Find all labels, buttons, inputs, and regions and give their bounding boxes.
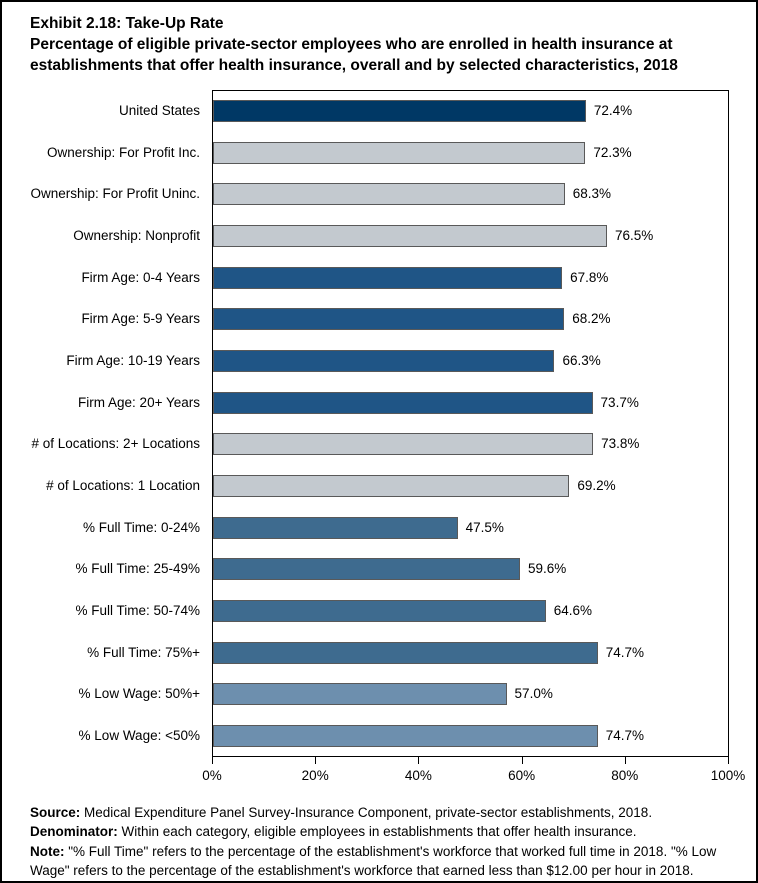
bar bbox=[213, 308, 565, 331]
category-label: % Full Time: 75%+ bbox=[87, 644, 200, 660]
bar bbox=[213, 683, 507, 706]
value-label: 73.7% bbox=[600, 394, 639, 410]
x-axis-tick-label: 20% bbox=[301, 768, 329, 783]
bar bbox=[213, 516, 458, 539]
category-label: Ownership: For Profit Inc. bbox=[46, 144, 200, 160]
bar bbox=[213, 141, 586, 164]
bar bbox=[213, 558, 520, 581]
x-axis-tick bbox=[728, 757, 729, 764]
value-label: 72.4% bbox=[593, 102, 633, 118]
footnotes: Source: Medical Expenditure Panel Survey… bbox=[30, 804, 738, 880]
category-label: Ownership: Nonprofit bbox=[73, 227, 200, 243]
bar-row: # of Locations: 2+ Locations 73.8% bbox=[2, 433, 756, 456]
bar bbox=[213, 224, 607, 247]
bar-row: Firm Age: 0-4 Years 67.8% bbox=[2, 266, 756, 289]
bar bbox=[213, 641, 598, 664]
value-label: 59.6% bbox=[527, 561, 567, 577]
x-axis-tick bbox=[624, 757, 626, 764]
bar-row: Firm Age: 10-19 Years 66.3% bbox=[2, 349, 756, 372]
bar-row: % Full Time: 25-49% 59.6% bbox=[2, 558, 756, 581]
category-label: Ownership: For Profit Uninc. bbox=[30, 186, 200, 202]
bar bbox=[213, 391, 593, 414]
value-label: 69.2% bbox=[577, 478, 616, 494]
category-label: Firm Age: 0-4 Years bbox=[81, 269, 200, 285]
definition-note: Note: "% Full Time" refers to the percen… bbox=[30, 843, 738, 880]
bar bbox=[213, 475, 570, 498]
note-label: Note: bbox=[30, 844, 65, 859]
value-label: 57.0% bbox=[514, 686, 553, 702]
category-label: % Full Time: 50-74% bbox=[75, 603, 200, 619]
x-axis-tick-label: 0% bbox=[202, 768, 222, 783]
category-label: % Full Time: 25-49% bbox=[75, 561, 200, 577]
value-label: 76.5% bbox=[614, 227, 654, 243]
bar bbox=[213, 183, 565, 206]
x-axis-tick bbox=[521, 757, 523, 764]
bar-row: % Full Time: 75%+ 74.7% bbox=[2, 641, 756, 664]
source-text: Medical Expenditure Panel Survey-Insuran… bbox=[80, 805, 653, 820]
note-text: "% Full Time" refers to the percentage o… bbox=[30, 844, 717, 878]
x-axis-tick-label: 60% bbox=[508, 768, 536, 783]
bar bbox=[213, 433, 594, 456]
x-axis-tick-label: 100% bbox=[710, 768, 746, 783]
bar-row: United States 72.4% bbox=[2, 99, 756, 122]
value-label: 72.3% bbox=[593, 144, 632, 160]
bar-row: % Low Wage: 50%+ 57.0% bbox=[2, 683, 756, 706]
x-axis-tick-label: 40% bbox=[404, 768, 432, 783]
value-label: 68.3% bbox=[572, 186, 612, 202]
category-label: United States bbox=[118, 102, 200, 118]
value-label: 47.5% bbox=[465, 519, 504, 535]
denominator-text: Within each category, eligible employees… bbox=[117, 823, 637, 839]
bar-chart: United States 72.4% Ownership: For Profit … bbox=[2, 90, 756, 802]
category-label: % Low Wage: <50% bbox=[78, 728, 200, 744]
bar-row: Firm Age: 20+ Years 73.7% bbox=[2, 391, 756, 414]
source-label: Source: bbox=[30, 805, 81, 820]
bar-row: % Full Time: 50-74% 64.6% bbox=[2, 600, 756, 623]
category-label: # of Locations: 1 Location bbox=[46, 478, 200, 494]
bar-row: Ownership: Nonprofit 76.5% bbox=[2, 224, 756, 247]
bar-row: % Low Wage: <50% 74.7% bbox=[2, 725, 756, 748]
value-label: 67.8% bbox=[570, 269, 609, 285]
x-axis-tick bbox=[315, 757, 317, 764]
bar-row: % Full Time: 0-24% 47.5% bbox=[2, 516, 756, 539]
x-axis-tick bbox=[418, 757, 420, 764]
bar bbox=[213, 266, 563, 289]
bar bbox=[213, 99, 586, 122]
value-label: 73.8% bbox=[601, 436, 640, 452]
category-label: Firm Age: 5-9 Years bbox=[81, 311, 200, 327]
bar-row: Firm Age: 5-9 Years 68.2% bbox=[2, 308, 756, 331]
chart-title: Exhibit 2.18: Take-Up Rate bbox=[30, 15, 224, 32]
value-label: 66.3% bbox=[562, 352, 601, 368]
bar bbox=[213, 600, 546, 623]
x-axis-tick bbox=[212, 757, 213, 764]
category-label: % Low Wage: 50%+ bbox=[78, 686, 200, 702]
title-block: Exhibit 2.18: Take-Up Rate Percentage of… bbox=[30, 13, 736, 76]
value-label: 74.7% bbox=[605, 644, 644, 660]
value-label: 74.7% bbox=[605, 728, 644, 744]
bar bbox=[213, 725, 598, 748]
x-axis-tick-label: 80% bbox=[611, 768, 639, 783]
denominator-note: Denominator: Within each category, eligi… bbox=[30, 823, 738, 842]
chart-subtitle: Percentage of eligible private-sector em… bbox=[30, 36, 678, 74]
value-label: 64.6% bbox=[553, 603, 592, 619]
bar-row: # of Locations: 1 Location 69.2% bbox=[2, 475, 756, 498]
category-label: Firm Age: 10-19 Years bbox=[66, 352, 200, 368]
bar-row: Ownership: For Profit Uninc. 68.3% bbox=[2, 183, 756, 206]
denominator-label: Denominator: bbox=[30, 823, 118, 839]
category-label: Firm Age: 20+ Years bbox=[78, 394, 200, 410]
source-note: Source: Medical Expenditure Panel Survey… bbox=[30, 804, 738, 823]
value-label: 68.2% bbox=[572, 311, 611, 327]
category-label: % Full Time: 0-24% bbox=[82, 519, 200, 535]
bar bbox=[213, 349, 555, 372]
bar-row: Ownership: For Profit Inc. 72.3% bbox=[2, 141, 756, 164]
category-label: # of Locations: 2+ Locations bbox=[31, 436, 201, 452]
